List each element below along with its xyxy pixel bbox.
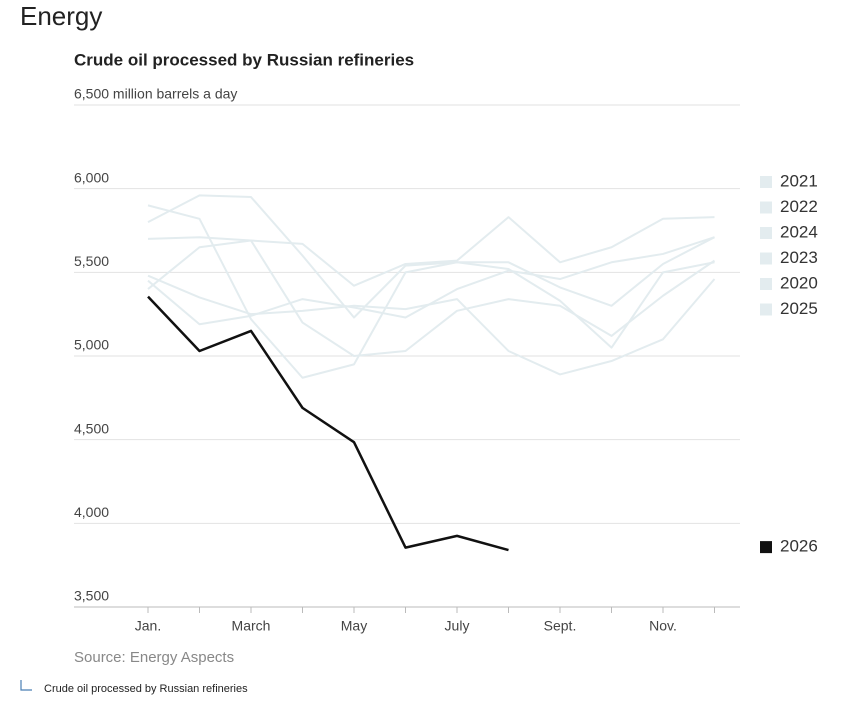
y-tick-label: 6,000 bbox=[74, 169, 109, 185]
y-tick-label: 5,500 bbox=[74, 253, 109, 269]
series-line bbox=[147, 216, 715, 287]
x-tick-label: Sept. bbox=[544, 618, 577, 634]
x-tick-label: May bbox=[341, 618, 367, 634]
x-tick-label: July bbox=[445, 618, 470, 634]
y-tick-label: 4,500 bbox=[74, 420, 109, 436]
series-line bbox=[147, 194, 715, 319]
caption: Crude oil processed by Russian refinerie… bbox=[44, 683, 248, 695]
chart-title: Crude oil processed by Russian refinerie… bbox=[74, 50, 414, 69]
x-tick-label: Nov. bbox=[649, 618, 677, 634]
legend-label: 2021 bbox=[780, 171, 818, 190]
series-line bbox=[147, 295, 509, 552]
series-line bbox=[147, 236, 715, 326]
page-title: Energy bbox=[20, 1, 102, 31]
legend-label: 2025 bbox=[780, 299, 818, 318]
source: Source: Energy Aspects bbox=[74, 649, 234, 666]
legend-label: 2026 bbox=[780, 537, 818, 556]
legend-label: 2023 bbox=[780, 248, 818, 267]
series-line bbox=[147, 204, 715, 379]
x-tick-label: March bbox=[232, 618, 271, 634]
y-tick-label: 4,000 bbox=[74, 504, 109, 520]
series-line bbox=[147, 239, 716, 357]
caption-icon bbox=[20, 680, 32, 691]
x-tick-label: Jan. bbox=[135, 618, 161, 634]
legend-swatch bbox=[760, 278, 772, 290]
y-tick-label: 5,000 bbox=[74, 337, 109, 353]
legend-label: 2024 bbox=[780, 222, 818, 241]
y-tick-label: 3,500 bbox=[74, 588, 109, 604]
legend-label: 2020 bbox=[780, 273, 818, 292]
legend-swatch bbox=[760, 541, 772, 554]
legend-swatch bbox=[760, 227, 772, 239]
legend-swatch bbox=[760, 201, 772, 214]
legend-label: 2022 bbox=[780, 197, 818, 216]
series-line bbox=[147, 274, 716, 376]
legend-swatch bbox=[760, 176, 772, 188]
y-tick-label: 6,500 million barrels a day bbox=[74, 86, 237, 102]
legend-swatch bbox=[760, 303, 772, 316]
legend-swatch bbox=[760, 252, 772, 265]
